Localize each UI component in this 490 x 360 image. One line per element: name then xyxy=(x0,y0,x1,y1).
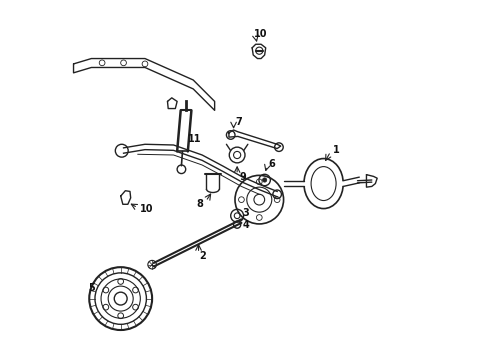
Text: 10: 10 xyxy=(254,29,268,39)
Text: 1: 1 xyxy=(333,145,339,156)
Text: 2: 2 xyxy=(199,251,206,261)
Text: 5: 5 xyxy=(88,283,95,293)
Text: 4: 4 xyxy=(242,220,249,230)
Text: 3: 3 xyxy=(242,208,249,218)
Text: 10: 10 xyxy=(140,204,153,214)
Text: 7: 7 xyxy=(235,117,242,127)
Text: 8: 8 xyxy=(197,199,204,209)
Text: 11: 11 xyxy=(188,134,201,144)
Text: 6: 6 xyxy=(269,159,275,169)
Text: 9: 9 xyxy=(240,172,247,182)
Circle shape xyxy=(263,178,267,182)
